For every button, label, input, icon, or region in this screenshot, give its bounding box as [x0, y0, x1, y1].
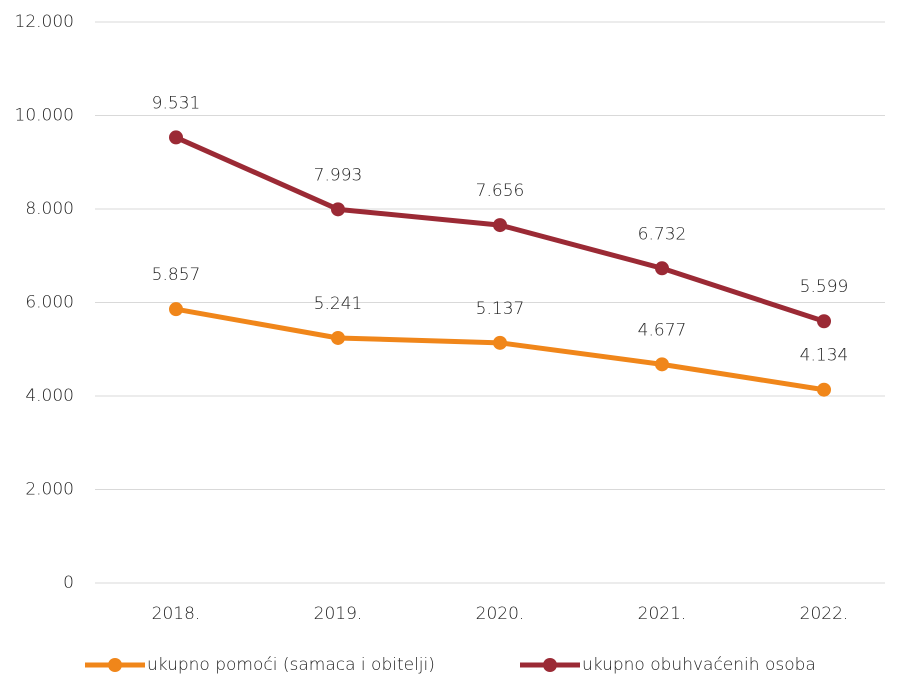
y-tick-label: 12.000	[15, 12, 74, 32]
y-tick-label: 0	[63, 573, 74, 593]
data-point	[655, 261, 669, 276]
data-point	[331, 330, 345, 345]
legend-label: ukupno pomoći (samaca i obitelji)	[147, 655, 435, 675]
data-label: 7.656	[476, 181, 525, 201]
y-tick-label: 2.000	[25, 480, 74, 500]
data-point	[817, 314, 831, 329]
data-label: 5.137	[476, 299, 525, 319]
data-point	[169, 130, 183, 145]
y-tick-label: 10.000	[15, 106, 74, 126]
data-label: 5.241	[314, 294, 363, 314]
y-tick-label: 4.000	[25, 386, 74, 406]
y-tick-label: 8.000	[25, 199, 74, 219]
data-label: 6.732	[638, 224, 687, 244]
x-tick-label: 2019.	[314, 604, 363, 624]
x-tick-label: 2022.	[800, 604, 849, 624]
legend-marker	[108, 658, 122, 672]
data-point	[493, 335, 507, 350]
data-label: 4.134	[800, 346, 849, 366]
y-tick-label: 6.000	[25, 293, 74, 313]
data-point	[331, 202, 345, 217]
x-tick-label: 2021.	[638, 604, 687, 624]
legend-label: ukupno obuhvaćenih osoba	[582, 655, 816, 675]
data-label: 9.531	[152, 93, 201, 113]
x-tick-label: 2020.	[476, 604, 525, 624]
data-point	[817, 382, 831, 397]
x-tick-label: 2018.	[152, 604, 201, 624]
data-label: 4.677	[638, 320, 687, 340]
data-label: 7.993	[314, 165, 363, 185]
data-label: 5.857	[152, 265, 201, 285]
data-point	[655, 357, 669, 372]
legend-marker	[543, 658, 557, 672]
data-label: 5.599	[800, 277, 849, 297]
data-point	[493, 218, 507, 233]
data-point	[169, 302, 183, 317]
